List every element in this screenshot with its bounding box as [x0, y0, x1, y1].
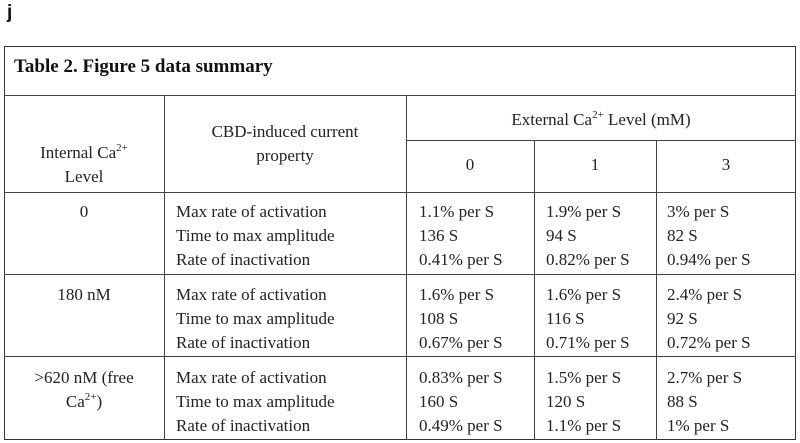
property-label: Rate of inactivation [176, 250, 311, 269]
row-internal-2-line2-pre: Ca [65, 392, 85, 411]
table-cell: 120 S [546, 392, 586, 411]
header-property-line2: property [256, 146, 314, 165]
caption-divider [4, 95, 796, 96]
table-cell: 0.83% per S [419, 368, 503, 387]
table-cell: 82 S [667, 226, 698, 245]
table-cell: 1.1% per S [546, 416, 622, 435]
header-internal: Internal Ca2+ Level [4, 141, 164, 189]
row-internal-0: 0 [79, 202, 89, 221]
row-properties-2: Max rate of activation Time to max ampli… [176, 366, 335, 438]
table-cell: 116 S [546, 309, 585, 328]
table-cell: 1.1% per S [419, 202, 495, 221]
row-0-ext-0: 1.1% per S 136 S 0.41% per S [419, 200, 503, 272]
row-internal-1: 180 nM [57, 285, 111, 304]
header-internal-line1: Internal Ca [40, 143, 117, 162]
table-cell: 88 S [667, 392, 698, 411]
row-properties-0: Max rate of activation Time to max ampli… [176, 200, 335, 272]
property-label: Time to max amplitude [176, 226, 335, 245]
table-cell: 0.71% per S [546, 333, 630, 352]
table-cell: 136 S [419, 226, 459, 245]
header-external-post: Level (mM) [603, 110, 691, 129]
header-internal-sup: 2+ [116, 142, 128, 154]
row-internal-2-line1: >620 nM (free [34, 368, 134, 387]
header-external-sup: 2+ [592, 109, 604, 121]
header-ext-col-1: 1 [590, 155, 600, 174]
row-properties-1: Max rate of activation Time to max ampli… [176, 283, 335, 355]
header-divider [4, 192, 796, 193]
property-label: Time to max amplitude [176, 309, 335, 328]
table-cell: 92 S [667, 309, 698, 328]
table-cell: 0.72% per S [667, 333, 751, 352]
table-cell: 160 S [419, 392, 459, 411]
table-cell: 0.82% per S [546, 250, 630, 269]
table-cell: 0.41% per S [419, 250, 503, 269]
row-1-ext-1: 1.6% per S 116 S 0.71% per S [546, 283, 630, 355]
table-cell: 0.94% per S [667, 250, 751, 269]
property-label: Max rate of activation [176, 202, 327, 221]
header-external-pre: External Ca [511, 110, 593, 129]
header-property: CBD-induced current property [164, 120, 406, 168]
property-label: Rate of inactivation [176, 416, 311, 435]
table-cell: 1.9% per S [546, 202, 622, 221]
property-label: Max rate of activation [176, 285, 327, 304]
table-cell: 0.67% per S [419, 333, 503, 352]
row-internal-2: >620 nM (free Ca2+) [4, 366, 164, 414]
table-cell: 1% per S [667, 416, 730, 435]
col-divider-internal [164, 95, 165, 440]
row-divider-2 [4, 356, 796, 357]
table-cell: 0.49% per S [419, 416, 503, 435]
row-internal-2-line2-post: ) [96, 392, 103, 411]
table-caption: Table 2. Figure 5 data summary [14, 56, 273, 77]
table-cell: 94 S [546, 226, 577, 245]
property-label: Rate of inactivation [176, 333, 311, 352]
property-label: Time to max amplitude [176, 392, 335, 411]
property-label: Max rate of activation [176, 368, 327, 387]
table-cell: 2.4% per S [667, 285, 743, 304]
header-external: External Ca2+ Level (mM) [406, 108, 796, 132]
row-internal-2-sup: 2+ [84, 391, 97, 403]
row-1-ext-3: 2.4% per S 92 S 0.72% per S [667, 283, 751, 355]
table-cell: 1.5% per S [546, 368, 622, 387]
table-cell: 1.6% per S [419, 285, 495, 304]
row-divider-1 [4, 274, 796, 275]
header-ext-col-3: 3 [721, 155, 731, 174]
row-0-ext-1: 1.9% per S 94 S 0.82% per S [546, 200, 630, 272]
external-header-divider [406, 140, 796, 141]
header-ext-col-0: 0 [465, 155, 475, 174]
row-2-ext-1: 1.5% per S 120 S 1.1% per S [546, 366, 621, 438]
row-2-ext-3: 2.7% per S 88 S 1% per S [667, 366, 742, 438]
table-cell: 1.6% per S [546, 285, 622, 304]
header-internal-line2: Level [64, 167, 104, 186]
panel-label: j [7, 2, 13, 23]
row-1-ext-0: 1.6% per S 108 S 0.67% per S [419, 283, 503, 355]
table-cell: 108 S [419, 309, 459, 328]
header-property-line1: CBD-induced current [211, 122, 359, 141]
table-cell: 2.7% per S [667, 368, 743, 387]
col-divider-ext0 [534, 140, 535, 440]
col-divider-property [406, 95, 407, 440]
row-0-ext-3: 3% per S 82 S 0.94% per S [667, 200, 751, 272]
row-2-ext-0: 0.83% per S 160 S 0.49% per S [419, 366, 503, 438]
table-cell: 3% per S [667, 202, 730, 221]
col-divider-ext1 [656, 140, 657, 440]
table-frame [4, 46, 796, 440]
